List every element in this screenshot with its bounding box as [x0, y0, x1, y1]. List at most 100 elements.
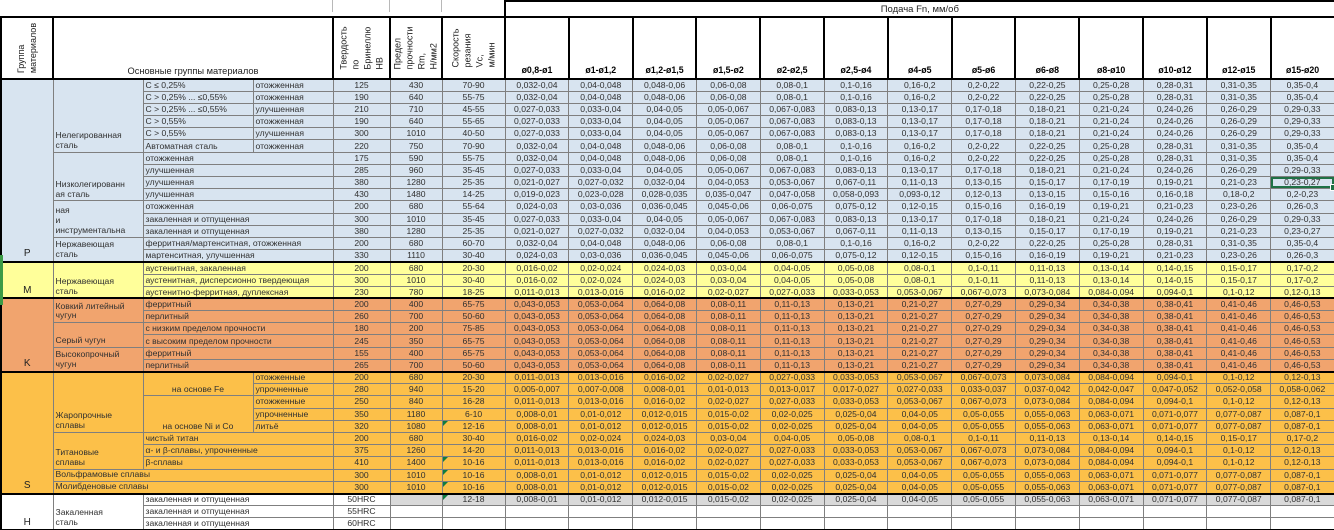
material-subtype-cell[interactable]: чистый титан [142, 431, 334, 446]
hardness-cell[interactable]: 380 [332, 224, 391, 238]
material-group-cell[interactable]: Низколегированн ая сталь [52, 151, 144, 202]
feed-cell[interactable]: 0,11-0,13 [887, 224, 953, 238]
feed-cell[interactable]: 0,14-0,15 [1142, 431, 1208, 446]
feed-cell[interactable]: 0,16-0,2 [887, 90, 953, 104]
feed-cell[interactable]: 0,03-0,04 [695, 431, 761, 446]
feed-cell[interactable]: 0,084-0,094 [1078, 285, 1144, 300]
feed-cell[interactable]: 0,16-0,19 [1014, 249, 1080, 263]
feed-cell[interactable]: 0,29-0,34 [1014, 334, 1080, 348]
feed-cell[interactable]: 0,04-0,048 [568, 90, 634, 104]
feed-cell[interactable]: 0,41-0,46 [1206, 334, 1272, 348]
material-group-cell[interactable]: Закаленная сталь [52, 493, 144, 530]
feed-cell[interactable]: 0,29-0,33 [1270, 212, 1334, 226]
feed-cell[interactable]: 0,03-0,036 [568, 249, 634, 263]
feed-cell[interactable]: 0,032-0,04 [504, 90, 570, 104]
feed-cell[interactable]: 0,22-0,25 [1014, 236, 1080, 251]
hardness-cell[interactable]: 300 [332, 480, 391, 495]
feed-cell[interactable]: 0,083-0,13 [823, 127, 889, 141]
feed-cell[interactable]: 0,013-0,017 [759, 383, 825, 397]
feed-cell[interactable] [759, 505, 825, 519]
feed-cell[interactable]: 0,1-0,12 [1206, 370, 1272, 385]
feed-cell[interactable]: 0,064-0,08 [632, 322, 697, 336]
feed-cell[interactable]: 0,24-0,26 [1142, 212, 1208, 226]
feed-cell[interactable]: 0,1-0,16 [823, 236, 889, 251]
feed-cell[interactable]: 0,048-0,06 [632, 78, 697, 92]
feed-cell[interactable]: 0,02-0,027 [695, 444, 761, 458]
feed-cell[interactable]: 0,077-0,087 [1206, 407, 1272, 421]
feed-cell[interactable]: 0,033-0,053 [823, 395, 889, 409]
feed-cell[interactable]: 0,04-0,05 [759, 431, 825, 446]
feed-cell[interactable]: 0,053-0,067 [887, 444, 953, 458]
feed-cell[interactable]: 0,2-0,23 [1270, 188, 1334, 202]
hardness-cell[interactable]: 200 [332, 370, 391, 385]
feed-cell[interactable]: 0,013-0,016 [568, 444, 634, 458]
feed-cell[interactable]: 0,1-0,16 [823, 90, 889, 104]
feed-cell[interactable]: 0,008-0,01 [504, 480, 570, 495]
feed-cell[interactable]: 0,058-0,062 [1270, 383, 1334, 397]
feed-cell[interactable]: 0,025-0,04 [823, 468, 889, 482]
feed-cell[interactable]: 0,17-0,18 [951, 102, 1016, 117]
feed-cell[interactable]: 0,06-0,08 [695, 90, 761, 104]
feed-cell[interactable]: 0,033-0,053 [823, 285, 889, 300]
feed-col-header[interactable]: ø0,8-ø1 [504, 16, 570, 80]
material-state-cell[interactable]: литьё [252, 419, 334, 433]
feed-cell[interactable]: 0,043-0,053 [504, 334, 570, 348]
feed-col-header[interactable]: ø1,5-ø2 [695, 16, 762, 80]
hardness-cell[interactable]: 220 [332, 139, 391, 153]
strength-cell[interactable]: 680 [389, 261, 443, 275]
feed-cell[interactable] [1014, 517, 1080, 530]
feed-cell[interactable]: 0,05-0,067 [695, 163, 761, 178]
feed-cell[interactable]: 0,04-0,05 [887, 480, 953, 495]
material-state-cell[interactable]: отожженная [252, 115, 334, 129]
feed-cell[interactable]: 0,05-0,08 [823, 273, 889, 287]
feed-cell[interactable]: 0,46-0,53 [1270, 346, 1334, 360]
feed-cell[interactable]: 0,033-0,053 [823, 444, 889, 458]
speed-cell[interactable]: 10-16 [441, 480, 506, 495]
feed-cell[interactable]: 0,025-0,04 [823, 493, 889, 507]
feed-cell[interactable]: 0,048-0,06 [632, 139, 697, 153]
hardness-cell[interactable]: 350 [332, 407, 391, 421]
feed-cell[interactable]: 0,17-0,2 [1270, 261, 1334, 275]
hardness-cell[interactable]: 380 [332, 175, 391, 190]
feed-col-header[interactable]: ø12-ø15 [1205, 16, 1272, 80]
speed-cell[interactable]: 70-90 [441, 139, 506, 153]
speed-cell[interactable]: 16-28 [441, 395, 506, 409]
feed-cell[interactable]: 0,05-0,067 [695, 212, 761, 226]
feed-cell[interactable]: 0,17-0,19 [1078, 224, 1144, 238]
material-subtype-cell[interactable]: C ≤ 0,25% [142, 78, 254, 92]
feed-cell[interactable]: 0,11-0,13 [759, 334, 825, 348]
feed-cell[interactable] [568, 517, 634, 530]
feed-cell[interactable]: 0,13-0,17 [887, 212, 953, 226]
feed-cell[interactable]: 0,08-0,1 [759, 90, 825, 104]
feed-cell[interactable]: 0,21-0,24 [1078, 115, 1144, 129]
feed-cell[interactable]: 0,25-0,28 [1078, 236, 1144, 251]
feed-cell[interactable]: 0,06-0,08 [695, 151, 761, 165]
feed-cell[interactable]: 0,26-0,29 [1206, 102, 1272, 117]
feed-cell[interactable]: 0,007-0,008 [568, 383, 634, 397]
feed-cell[interactable]: 0,08-0,1 [759, 151, 825, 165]
feed-cell[interactable]: 0,08-0,1 [887, 261, 953, 275]
speed-cell[interactable]: 75-85 [441, 322, 506, 336]
feed-cell[interactable]: 0,19-0,21 [1078, 249, 1144, 263]
feed-cell[interactable]: 0,16-0,2 [887, 151, 953, 165]
feed-cell[interactable]: 0,033-0,04 [568, 115, 634, 129]
speed-cell[interactable]: 35-45 [441, 212, 506, 226]
feed-cell[interactable]: 0,013-0,016 [568, 395, 634, 409]
hardness-cell[interactable]: 285 [332, 163, 391, 178]
strength-cell[interactable]: 1010 [389, 212, 443, 226]
feed-cell[interactable]: 0,35-0,4 [1270, 78, 1334, 92]
feed-cell[interactable]: 0,028-0,035 [632, 188, 697, 202]
feed-cell[interactable]: 0,35-0,4 [1270, 236, 1334, 251]
feed-cell[interactable]: 0,094-0,1 [1142, 444, 1208, 458]
feed-cell[interactable]: 0,1-0,11 [951, 273, 1016, 287]
material-subtype-cell[interactable]: аустенитная, дисперсионно твердеющая [142, 273, 334, 287]
feed-cell[interactable]: 0,1-0,16 [823, 139, 889, 153]
feed-cell[interactable]: 0,08-0,1 [887, 431, 953, 446]
strength-cell[interactable]: 940 [389, 383, 443, 397]
feed-cell[interactable]: 0,063-0,071 [1078, 493, 1144, 507]
feed-cell[interactable]: 0,12-0,15 [887, 200, 953, 214]
feed-cell[interactable]: 0,41-0,46 [1206, 322, 1272, 336]
feed-cell[interactable]: 0,053-0,067 [887, 456, 953, 470]
material-subtype-cell[interactable]: C > 0,55% [142, 127, 254, 141]
feed-cell[interactable]: 0,053-0,067 [759, 175, 825, 190]
